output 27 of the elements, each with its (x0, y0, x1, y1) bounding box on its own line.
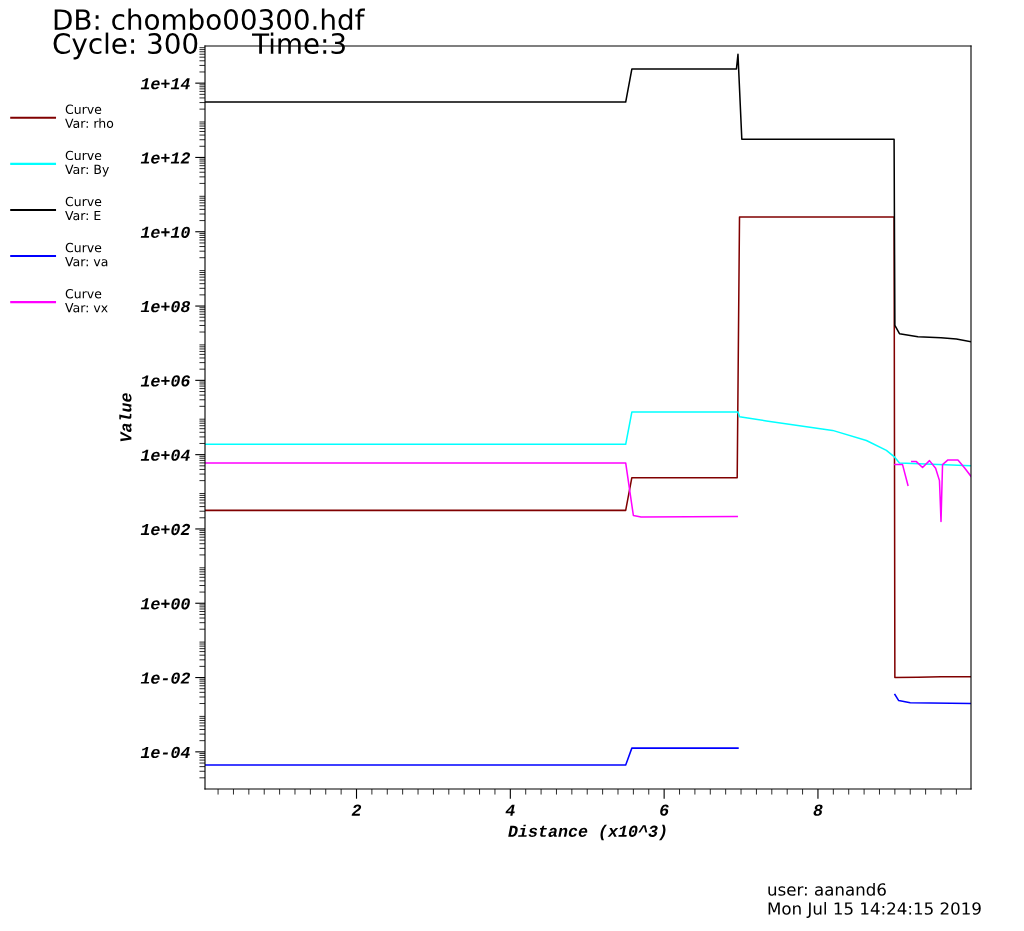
x-tick-label: 4 (505, 804, 515, 816)
chart-title: DB: chombo00300.hdf (54, 8, 365, 31)
y-tick-label: 1e+10 (140, 226, 190, 238)
y-tick-label: 1e+12 (140, 152, 191, 164)
line-series (205, 411, 971, 467)
y-tick-label: 1e+02 (140, 523, 191, 536)
line-series (205, 216, 971, 679)
legend-label: Curve Var: vx (65, 288, 108, 313)
legend-label: Curve Var: By (65, 150, 109, 177)
x-tick-label: 2 (351, 804, 362, 816)
x-tick-label: 6 (660, 804, 669, 816)
y-tick-label: 1e+00 (140, 598, 190, 610)
y-tick-label: 1e+14 (140, 78, 190, 90)
chart-subtitle: Cycle: 300 Time:3 (53, 32, 345, 60)
legend-label: Curve Var: va (65, 242, 108, 267)
text: Mon Jul 15 14:24:15 2019 (768, 901, 981, 918)
y-tick-label: 1e-04 (140, 746, 190, 759)
y-axis-title: Value (119, 393, 132, 442)
legend-label: Curve Var: E (65, 196, 102, 221)
y-tick-label: 1e-02 (140, 672, 191, 684)
y-tick-label: 1e+06 (140, 375, 190, 387)
legend-label: Curve Var: rho (65, 104, 114, 129)
x-tick-label: 8 (813, 804, 823, 816)
x-axis-title: Distance (x10^3) (508, 824, 666, 841)
y-tick-label: 1e+08 (140, 300, 191, 313)
y-tick-label: 1e+04 (140, 449, 190, 461)
text: user: aanand6 (768, 882, 886, 896)
